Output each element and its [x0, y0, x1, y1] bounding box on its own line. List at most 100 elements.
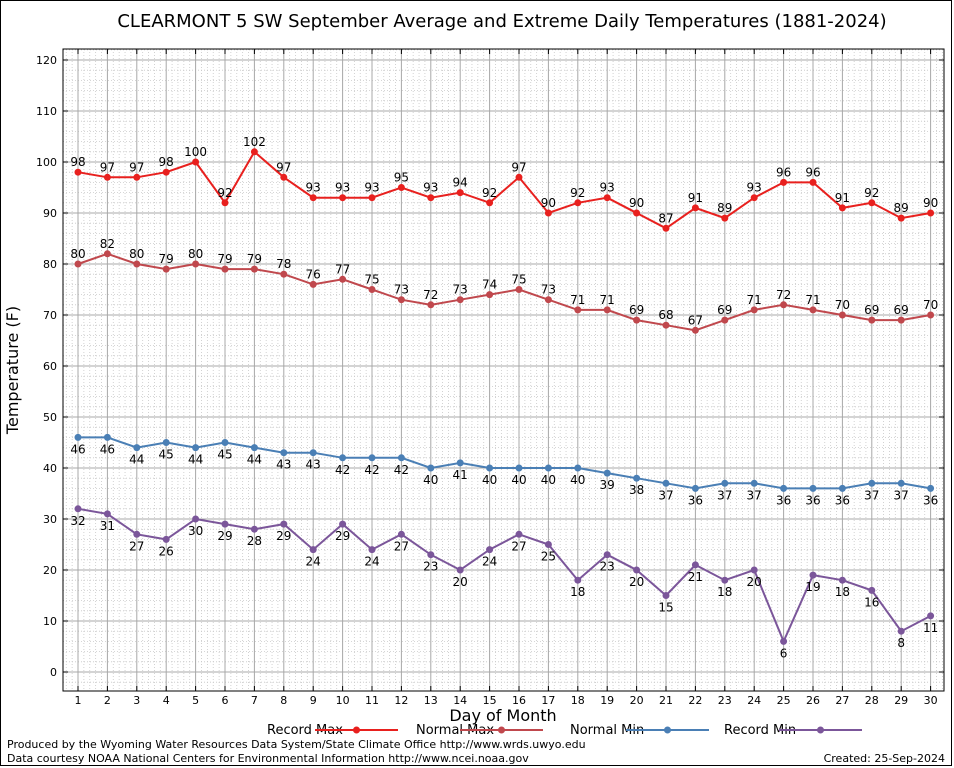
- record-min-point: [691, 561, 699, 569]
- normal-max-data-label: 75: [511, 273, 526, 287]
- record-min-data-label: 19: [805, 580, 820, 594]
- record-max-point: [809, 178, 817, 186]
- normal-max-data-label: 80: [129, 247, 144, 261]
- normal-max-point: [927, 311, 935, 319]
- record-max-point: [309, 194, 317, 202]
- x-axis-title: Day of Month: [449, 706, 556, 725]
- record-max-data-label: 92: [570, 186, 585, 200]
- record-max-data-label: 87: [658, 211, 673, 225]
- x-tick-label: 6: [222, 694, 229, 707]
- normal-min-point: [250, 444, 258, 452]
- legend-item-record-max: Record Max: [267, 723, 398, 738]
- record-max-point: [339, 194, 347, 202]
- legend-swatch-marker: [498, 726, 505, 734]
- legend-label: Normal Min: [570, 723, 644, 738]
- normal-max-data-label: 82: [100, 237, 115, 251]
- record-min-point: [368, 546, 376, 554]
- normal-min-point: [368, 454, 376, 462]
- x-tick-label: 27: [835, 694, 849, 707]
- record-min-data-label: 24: [306, 555, 321, 569]
- record-min-data-label: 28: [247, 534, 262, 548]
- record-max-data-label: 93: [306, 181, 321, 195]
- record-min-point: [103, 510, 111, 518]
- record-max-point: [192, 158, 200, 166]
- normal-min-point: [221, 439, 229, 446]
- record-max-point: [162, 168, 170, 176]
- chart-title: CLEARMONT 5 SW September Average and Ext…: [117, 11, 886, 32]
- normal-min-data-label: 40: [511, 473, 526, 487]
- record-max-point: [486, 199, 494, 207]
- record-min-data-label: 18: [835, 585, 850, 599]
- legend-swatch-marker: [664, 726, 671, 734]
- normal-min-data-label: 40: [482, 473, 497, 487]
- normal-max-series: 80 82 80 79 80 79 79 78 76 77 75 73 72 73 74 75 73 71 71 69…: [70, 237, 938, 334]
- normal-min-point: [192, 444, 200, 452]
- normal-min-data-label: 46: [70, 442, 85, 456]
- normal-min-data-label: 43: [276, 458, 291, 472]
- normal-max-point: [780, 301, 788, 309]
- normal-min-data-label: 36: [688, 493, 703, 507]
- normal-max-data-label: 79: [159, 252, 174, 266]
- record-max-data-label: 96: [776, 165, 791, 179]
- normal-max-data-label: 76: [306, 267, 321, 281]
- legend-label: Record Max: [267, 723, 343, 738]
- record-max-data-label: 94: [453, 176, 468, 190]
- record-min-data-label: 18: [717, 585, 732, 599]
- record-min-point: [515, 530, 523, 538]
- y-tick-label: 20: [43, 564, 57, 577]
- normal-min-point: [897, 479, 905, 487]
- y-tick-label: 50: [43, 411, 57, 424]
- record-min-point: [544, 541, 552, 548]
- record-max-point: [662, 224, 670, 232]
- record-max-data-label: 100: [184, 145, 207, 159]
- record-max-data-label: 98: [70, 155, 85, 169]
- normal-max-data-label: 74: [482, 278, 497, 292]
- record-min-series: 32 31 27 26 30 29 28 29 24 29 24 27 23 20 24 27 25 18 23 20…: [70, 505, 938, 660]
- credit-line-1: Produced by the Wyoming Water Resources …: [7, 738, 586, 751]
- x-tick-label: 9: [310, 694, 317, 707]
- record-max-point: [280, 173, 288, 181]
- normal-max-data-label: 71: [805, 293, 820, 307]
- legend-label: Record Min: [724, 723, 796, 738]
- record-min-point: [750, 566, 758, 574]
- record-max-point: [544, 209, 552, 217]
- x-tick-label: 3: [133, 694, 140, 707]
- normal-min-point: [750, 479, 758, 487]
- record-max-point: [750, 194, 758, 202]
- x-tick-label: 13: [424, 694, 438, 707]
- x-tick-label: 1: [75, 694, 82, 707]
- record-max-point: [927, 209, 935, 217]
- record-min-data-label: 20: [629, 575, 644, 589]
- record-max-point: [780, 178, 788, 186]
- x-tick-label: 22: [688, 694, 702, 707]
- record-max-point: [633, 209, 641, 217]
- y-tick-label: 110: [36, 105, 57, 118]
- normal-max-point: [427, 301, 435, 309]
- record-max-data-label: 89: [717, 201, 732, 215]
- normal-max-data-label: 71: [600, 293, 615, 307]
- normal-min-point: [486, 464, 494, 472]
- x-tick-label: 30: [924, 694, 938, 707]
- normal-max-point: [486, 291, 494, 299]
- normal-min-point: [74, 433, 82, 441]
- record-min-point: [74, 505, 82, 513]
- record-min-point: [339, 520, 347, 528]
- normal-min-point: [691, 484, 699, 492]
- record-max-point: [574, 199, 582, 207]
- normal-max-data-label: 80: [188, 247, 203, 261]
- record-min-data-label: 18: [570, 585, 585, 599]
- record-min-data-label: 23: [600, 560, 615, 574]
- x-tick-label: 23: [718, 694, 732, 707]
- x-tick-label: 25: [777, 694, 791, 707]
- normal-min-data-label: 37: [658, 488, 673, 502]
- normal-min-data-label: 42: [394, 463, 409, 477]
- credit-line-2: Data courtesy NOAA National Centers for …: [7, 752, 529, 765]
- record-max-data-label: 91: [688, 191, 703, 205]
- normal-min-point: [721, 479, 729, 487]
- normal-min-point: [427, 464, 435, 472]
- record-min-data-label: 21: [688, 570, 703, 584]
- normal-min-point: [780, 484, 788, 492]
- normal-max-data-label: 72: [776, 288, 791, 302]
- record-min-point: [603, 551, 611, 559]
